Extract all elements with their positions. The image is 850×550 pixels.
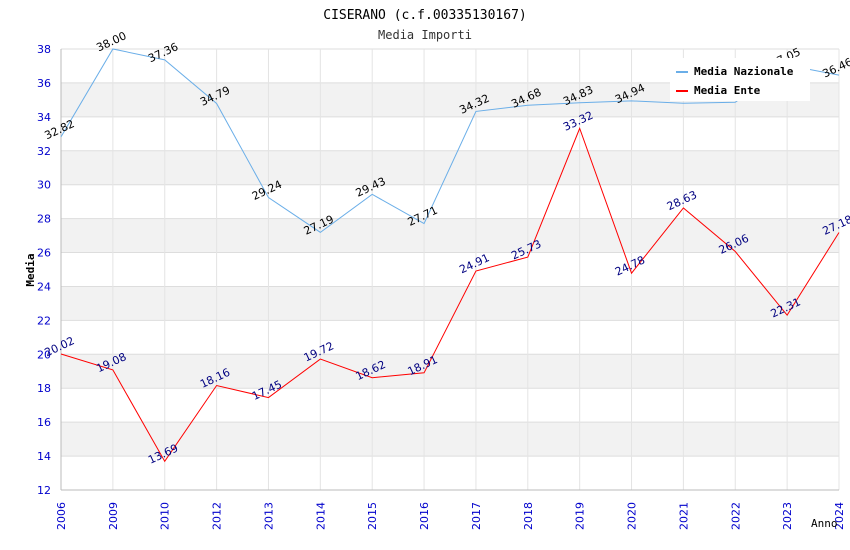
x-tick-label: 2017 (470, 502, 483, 530)
x-tick-label: 2020 (626, 502, 639, 530)
x-tick-label: 2018 (522, 502, 535, 530)
x-tick-label: 2015 (366, 502, 379, 530)
x-tick-label: 2013 (262, 502, 275, 530)
y-tick-label: 26 (37, 247, 51, 260)
x-tick-label: 2010 (159, 502, 172, 530)
y-tick-label: 28 (37, 213, 51, 226)
y-tick-label: 38 (37, 43, 51, 56)
legend-label-ente: Media Ente (694, 84, 761, 97)
y-tick-label: 18 (37, 382, 51, 395)
x-tick-label: 2012 (211, 502, 224, 530)
legend: Media Nazionale Media Ente (670, 58, 810, 101)
x-tick-label: 2021 (677, 502, 690, 530)
x-tick-label: 2024 (833, 502, 846, 530)
background-bands (61, 82, 839, 457)
y-tick-label: 30 (37, 179, 51, 192)
y-axis-label: Media (24, 253, 37, 286)
x-tick-label: 2006 (55, 502, 68, 530)
y-tick-label: 14 (37, 450, 51, 463)
y-tick-label: 22 (37, 314, 51, 327)
x-axis-label: Anno (811, 517, 838, 530)
background-band (61, 286, 839, 321)
legend-label-nazionale: Media Nazionale (694, 65, 794, 78)
data-label: 24.91 (457, 251, 491, 276)
y-tick-label: 32 (37, 145, 51, 158)
x-tick-label: 2022 (729, 502, 742, 530)
series-line-media-nazionale (60, 48, 840, 233)
y-tick-label: 16 (37, 416, 51, 429)
x-tick-label: 2009 (107, 502, 120, 530)
chart-subtitle: Media Importi (378, 28, 472, 42)
chart-title: CISERANO (c.f.00335130167) (323, 8, 527, 23)
y-tick-label: 12 (37, 484, 51, 497)
background-band (61, 218, 839, 253)
y-tick-label: 20 (37, 348, 51, 361)
data-label: 24.78 (613, 253, 647, 278)
legend-box (670, 58, 810, 101)
x-tick-label: 2023 (781, 502, 794, 530)
background-band (61, 422, 839, 457)
x-tick-label: 2014 (314, 502, 327, 530)
y-tick-label: 34 (37, 111, 51, 124)
data-label: 36.46 (820, 55, 850, 80)
background-band (61, 354, 839, 389)
data-label: 37.36 (146, 40, 180, 65)
y-tick-label: 24 (37, 280, 51, 293)
y-tick-label: 36 (37, 77, 51, 90)
x-tick-label: 2019 (574, 502, 587, 530)
x-tick-label: 2016 (418, 502, 431, 530)
series-line-media-ente (60, 126, 840, 463)
series-lines (60, 48, 840, 463)
